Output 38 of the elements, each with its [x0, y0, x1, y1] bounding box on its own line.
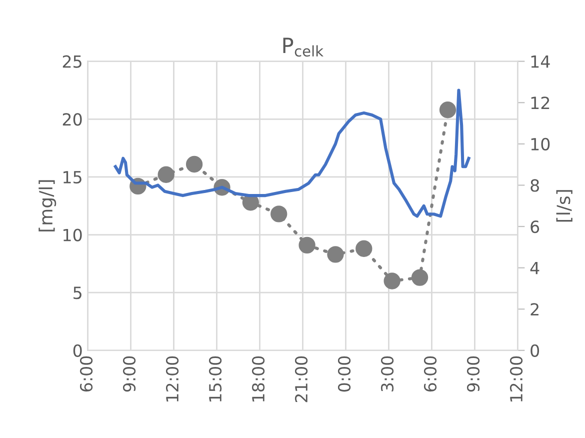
y-tick-label: 10 — [64, 228, 82, 242]
y2-axis-title: [l/s] — [556, 190, 572, 222]
y2-tick-label: 10 — [531, 138, 550, 150]
y-tick-label: 20 — [62, 113, 82, 126]
y-tick-label: 25 — [62, 55, 82, 68]
x-tick-label: 3:00 — [380, 356, 394, 392]
x-tick-label: 9:00 — [122, 356, 136, 392]
x-tick-label: 12:00 — [510, 356, 523, 402]
point — [384, 272, 400, 290]
x-tick-label: 0:00 — [338, 356, 351, 392]
y2-tick-label: 12 — [531, 96, 550, 109]
y2-tick-label: 8 — [530, 179, 539, 192]
x-tick-label: 9:00 — [466, 356, 480, 392]
y2-tick-label: 6 — [530, 220, 540, 234]
y2-tick-label: 0 — [530, 344, 540, 357]
x-tick-label: 18:00 — [252, 356, 265, 402]
x-tick-label: 21:00 — [294, 356, 308, 402]
x-tick-label: 12:00 — [166, 356, 179, 402]
point — [158, 166, 174, 183]
x-tick-label: 6:00 — [80, 356, 93, 392]
y-tick-label: 15 — [64, 171, 82, 184]
point — [186, 156, 203, 173]
chart-title: P$_{celk}$ — [283, 38, 324, 57]
point — [327, 246, 344, 263]
y-axis-title: [mg/l] — [38, 180, 56, 232]
point — [411, 269, 428, 286]
point — [270, 206, 288, 222]
point — [356, 240, 372, 257]
y-tick-label: 0 — [73, 344, 82, 357]
y-tick-label: 5 — [74, 286, 82, 300]
y2-tick-label: 14 — [531, 56, 550, 68]
point — [298, 236, 316, 254]
x-tick-label: 15:00 — [208, 356, 222, 402]
line-series — [114, 88, 470, 218]
y2-tick-label: 2 — [530, 303, 538, 316]
x-tick-label: 6:00 — [424, 356, 437, 392]
y2-tick-label: 4 — [530, 262, 540, 274]
point — [439, 102, 456, 118]
